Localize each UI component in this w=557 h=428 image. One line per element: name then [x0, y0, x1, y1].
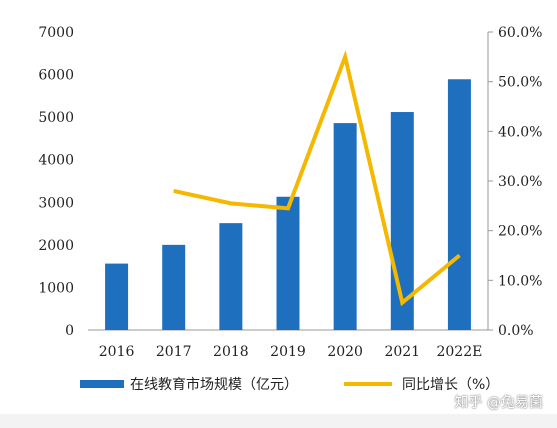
bar-2022E: [447, 79, 471, 330]
legend-swatch-bar: [80, 380, 124, 388]
bar-series: [105, 79, 471, 330]
growth-line: [173, 49, 461, 307]
bar-2016: [105, 263, 129, 330]
growth-point-2021: [401, 302, 403, 304]
x-tick-label: 2019: [270, 344, 306, 360]
growth-point-2022E: [458, 255, 460, 256]
bottom-band: [0, 414, 557, 428]
x-tick-label: 2018: [213, 344, 249, 360]
legend: 在线教育市场规模（亿元） 同比增长（%）: [80, 374, 545, 394]
line-series: [173, 49, 461, 307]
bar-2019: [276, 196, 300, 330]
legend-item-line: 同比增长（%）: [344, 374, 499, 394]
bar-2017: [162, 244, 186, 330]
x-tick-label: 2016: [99, 344, 135, 360]
right-tick-label: 50.0%: [498, 75, 542, 91]
x-tick-label: 2021: [384, 344, 420, 360]
left-tick-label: 3000: [38, 195, 74, 211]
growth-point-2018: [230, 202, 232, 204]
growth-point-2017: [173, 190, 175, 192]
x-tick-label: 2017: [156, 344, 192, 360]
combo-chart: 0 1000 2000 3000 4000 5000 6000 7000 0.0% 10.0% 2…: [38, 25, 542, 360]
left-tick-label: 4000: [38, 153, 74, 169]
right-tick-label: 0.0%: [498, 323, 534, 339]
x-tick-label: 2020: [327, 344, 363, 360]
left-tick-label: 1000: [38, 280, 74, 296]
right-tick-label: 20.0%: [498, 224, 542, 240]
legend-label-line: 同比增长（%）: [402, 377, 500, 393]
left-tick-label: 6000: [38, 68, 74, 84]
left-axis-ticks: 0 1000 2000 3000 4000 5000 6000 7000: [38, 25, 74, 339]
bar-2018: [219, 223, 243, 330]
left-tick-label: 0: [65, 323, 74, 339]
legend-label-bars: 在线教育市场规模（亿元）: [130, 377, 298, 393]
left-tick-label: 5000: [38, 110, 74, 126]
x-tick-label: 2022E: [436, 344, 482, 360]
left-tick-label: 7000: [38, 25, 74, 41]
growth-point-2020: [344, 56, 346, 58]
right-tick-label: 30.0%: [498, 174, 542, 190]
legend-item-bars: 在线教育市场规模（亿元）: [80, 374, 298, 394]
right-axis-ticks: 0.0% 10.0% 20.0% 30.0% 40.0% 50.0% 60.0%: [488, 25, 542, 339]
right-tick-label: 10.0%: [498, 273, 542, 289]
right-tick-label: 40.0%: [498, 124, 542, 140]
legend-swatch-line: [344, 382, 392, 386]
x-axis-labels: 2016 2017 2018 2019 2020 2021 2022E: [99, 344, 483, 360]
bar-2020: [333, 123, 357, 330]
watermark: 知乎 @兔易菌: [454, 395, 543, 411]
left-tick-label: 2000: [38, 238, 74, 254]
growth-point-2019: [287, 207, 289, 209]
right-tick-label: 60.0%: [498, 25, 542, 41]
